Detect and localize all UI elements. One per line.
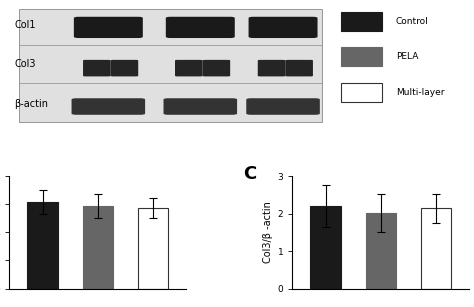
FancyBboxPatch shape <box>248 17 318 38</box>
Bar <box>82 206 113 289</box>
FancyBboxPatch shape <box>258 60 285 76</box>
FancyBboxPatch shape <box>74 17 143 38</box>
FancyBboxPatch shape <box>202 60 230 76</box>
Bar <box>340 48 382 66</box>
FancyBboxPatch shape <box>72 98 145 115</box>
FancyBboxPatch shape <box>18 9 322 122</box>
Text: Multi-layer: Multi-layer <box>396 88 444 97</box>
Bar <box>27 202 58 289</box>
Text: β-actin: β-actin <box>14 99 48 109</box>
FancyBboxPatch shape <box>175 60 202 76</box>
Bar <box>421 208 451 289</box>
Bar <box>340 83 382 102</box>
Bar <box>138 208 168 289</box>
Text: C: C <box>243 165 256 183</box>
Text: Col1: Col1 <box>14 20 36 30</box>
Text: PELA: PELA <box>396 52 418 61</box>
FancyBboxPatch shape <box>110 60 138 76</box>
FancyBboxPatch shape <box>83 60 110 76</box>
FancyBboxPatch shape <box>246 98 320 115</box>
Bar <box>310 206 341 289</box>
Bar <box>365 213 396 289</box>
Text: Control: Control <box>396 17 428 26</box>
FancyBboxPatch shape <box>164 98 237 115</box>
Bar <box>340 12 382 31</box>
FancyBboxPatch shape <box>285 60 313 76</box>
Text: Col3: Col3 <box>14 59 36 69</box>
Y-axis label: Col3/β -actin: Col3/β -actin <box>264 201 273 263</box>
FancyBboxPatch shape <box>166 17 235 38</box>
